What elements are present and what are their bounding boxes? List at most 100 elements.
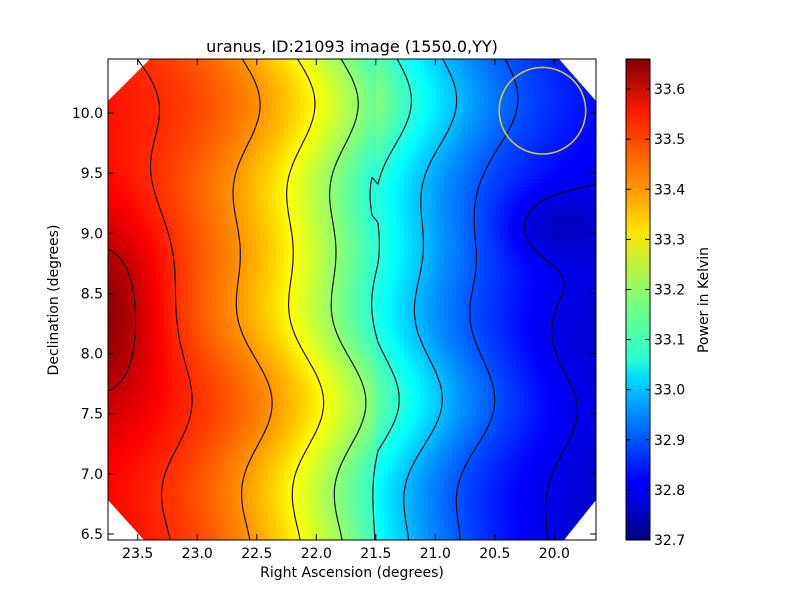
heatmap-cell <box>228 71 233 76</box>
heatmap-cell <box>132 83 137 88</box>
heatmap-cell <box>288 67 293 72</box>
heatmap-cell <box>136 119 141 124</box>
heatmap-cell <box>272 187 277 192</box>
heatmap-cell <box>412 219 417 224</box>
heatmap-cell <box>132 67 137 72</box>
heatmap-cell <box>232 155 237 160</box>
heatmap-cell <box>260 187 265 192</box>
heatmap-cell <box>200 91 205 96</box>
heatmap-cell <box>576 195 581 200</box>
heatmap-cell <box>196 159 201 164</box>
heatmap-cell <box>284 67 289 72</box>
heatmap-cell <box>296 79 301 84</box>
heatmap-cell <box>560 115 565 120</box>
heatmap-cell <box>236 63 241 68</box>
heatmap-cell <box>540 191 545 196</box>
heatmap-cell <box>404 171 409 176</box>
heatmap-cell <box>276 211 281 216</box>
heatmap-cell <box>120 171 125 176</box>
heatmap-cell <box>384 71 389 76</box>
heatmap-cell <box>256 163 261 168</box>
heatmap-cell <box>216 107 221 112</box>
heatmap-cell <box>168 147 173 152</box>
heatmap-cell <box>380 207 385 212</box>
heatmap-cell <box>560 87 565 92</box>
heatmap-cell <box>372 183 377 188</box>
heatmap-cell <box>564 175 569 180</box>
heatmap-cell <box>452 211 457 216</box>
heatmap-cell <box>536 163 541 168</box>
heatmap-cell <box>320 111 325 116</box>
heatmap-cell <box>324 79 329 84</box>
heatmap-cell <box>352 155 357 160</box>
heatmap-cell <box>220 67 225 72</box>
heatmap-cell <box>296 207 301 212</box>
heatmap-cell <box>496 195 501 200</box>
heatmap-cell <box>140 111 145 116</box>
heatmap-cell <box>432 207 437 212</box>
heatmap-cell <box>248 175 253 180</box>
heatmap-cell <box>212 127 217 132</box>
heatmap-cell <box>340 179 345 184</box>
heatmap-cell <box>396 67 401 72</box>
heatmap-cell <box>440 87 445 92</box>
heatmap-cell <box>348 119 353 124</box>
heatmap-cell <box>192 179 197 184</box>
heatmap-cell <box>476 171 481 176</box>
heatmap-cell <box>528 191 533 196</box>
heatmap-cell <box>168 191 173 196</box>
heatmap-cell <box>516 119 521 124</box>
heatmap-cell <box>356 139 361 144</box>
heatmap-cell <box>332 175 337 180</box>
heatmap-cell <box>164 67 169 72</box>
heatmap-cell <box>472 135 477 140</box>
heatmap-cell <box>320 107 325 112</box>
heatmap-cell <box>284 143 289 148</box>
heatmap-cell <box>568 119 573 124</box>
heatmap-cell <box>512 63 517 68</box>
heatmap-cell <box>172 95 177 100</box>
heatmap-cell <box>392 135 397 140</box>
heatmap-cell <box>124 99 129 104</box>
heatmap-cell <box>568 147 573 152</box>
heatmap-cell <box>180 115 185 120</box>
heatmap-cell <box>588 191 593 196</box>
heatmap-cell <box>492 79 497 84</box>
heatmap-cell <box>320 115 325 120</box>
heatmap-cell <box>464 95 469 100</box>
heatmap-cell <box>432 171 437 176</box>
heatmap-cell <box>364 107 369 112</box>
heatmap-cell <box>488 183 493 188</box>
heatmap-cell <box>144 171 149 176</box>
heatmap-cell <box>232 79 237 84</box>
heatmap-cell <box>576 199 581 204</box>
heatmap-cell <box>348 67 353 72</box>
heatmap-cell <box>448 151 453 156</box>
heatmap-cell <box>496 127 501 132</box>
heatmap-cell <box>408 71 413 76</box>
heatmap-cell <box>248 115 253 120</box>
heatmap-cell <box>412 163 417 168</box>
heatmap-cell <box>564 135 569 140</box>
heatmap-cell <box>132 87 137 92</box>
heatmap-cell <box>156 147 161 152</box>
heatmap-cell <box>436 187 441 192</box>
heatmap-cell <box>452 191 457 196</box>
heatmap-cell <box>456 179 461 184</box>
heatmap-cell <box>168 151 173 156</box>
heatmap-cell <box>372 203 377 208</box>
heatmap-cell <box>296 163 301 168</box>
heatmap-cell <box>144 143 149 148</box>
heatmap-cell <box>352 203 357 208</box>
heatmap-cell <box>380 183 385 188</box>
heatmap-cell <box>532 191 537 196</box>
heatmap-cell <box>580 203 585 208</box>
heatmap-cell <box>388 167 393 172</box>
heatmap-cell <box>508 159 513 164</box>
heatmap-cell <box>116 167 121 172</box>
heatmap-cell <box>528 143 533 148</box>
heatmap-cell <box>488 71 493 76</box>
heatmap-cell <box>260 199 265 204</box>
heatmap-cell <box>420 87 425 92</box>
heatmap-cell <box>352 159 357 164</box>
